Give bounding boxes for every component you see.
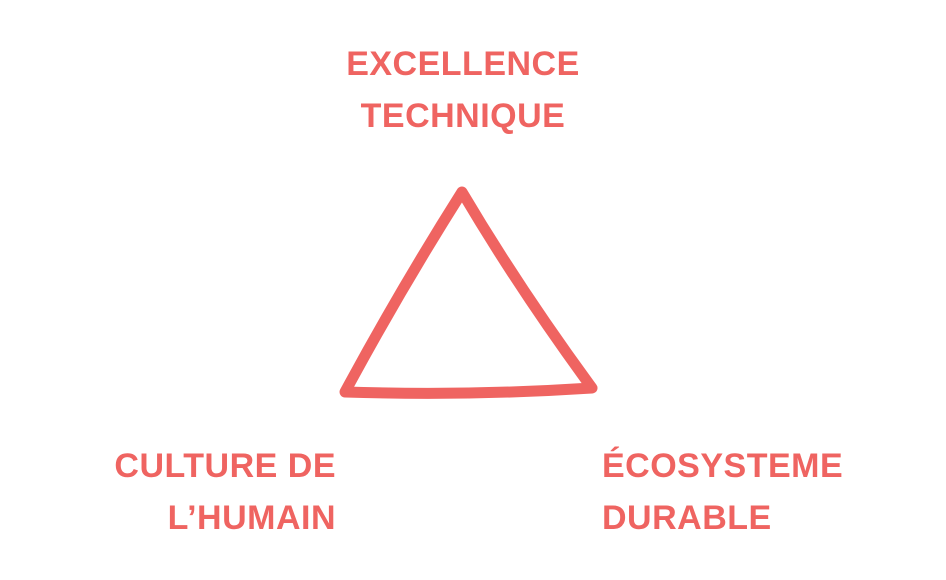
label-right-line1: ÉCOSYSTEME: [602, 447, 844, 485]
label-ecosysteme-durable: ÉCOSYSTEME DURABLE: [602, 440, 902, 544]
label-top-line1: EXCELLENCE: [346, 45, 580, 83]
label-excellence-technique: EXCELLENCE TECHNIQUE: [300, 38, 626, 142]
label-left-line1: CULTURE DE: [114, 447, 336, 485]
label-top-line2: TECHNIQUE: [360, 97, 566, 135]
label-left-line2: L’HUMAIN: [167, 499, 336, 537]
label-right-line2: DURABLE: [602, 499, 772, 537]
label-culture-humain: CULTURE DE L’HUMAIN: [60, 440, 336, 544]
triangle-shape: [339, 186, 598, 399]
